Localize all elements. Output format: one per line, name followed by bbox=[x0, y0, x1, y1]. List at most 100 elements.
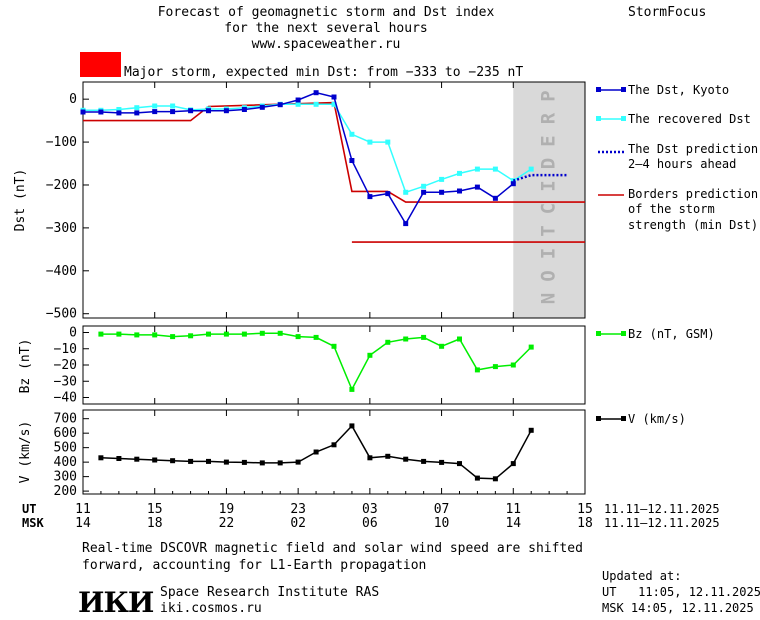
footer-note-1: Real-time DSCOVR magnetic field and sola… bbox=[82, 541, 583, 556]
legend-dst: The Dst, Kyoto The recovered Dst The Dst… bbox=[596, 83, 758, 232]
legend-bz-marker-right bbox=[621, 331, 626, 336]
recovered-dst-point-23 bbox=[492, 166, 498, 172]
bz-ytick-label-2: −20 bbox=[54, 358, 77, 373]
updated-ut: UT 11:05, 12.11.2025 bbox=[602, 585, 760, 599]
v-point-0 bbox=[98, 455, 104, 461]
dst-ytick-label-1: −100 bbox=[46, 135, 77, 150]
title-line-1: Forecast of geomagnetic storm and Dst in… bbox=[158, 5, 495, 20]
bz-point-6 bbox=[206, 331, 211, 337]
bz-point-23 bbox=[510, 362, 516, 368]
dst-ytick-label-3: −300 bbox=[46, 221, 77, 236]
kyoto-dst-point-2 bbox=[116, 110, 122, 116]
prediction-letter-0: P bbox=[538, 90, 560, 101]
v-axis-label: V (km/s) bbox=[18, 421, 33, 484]
prediction-letter-2: E bbox=[538, 135, 560, 146]
dst-ytick-label-0: 0 bbox=[69, 92, 77, 107]
dst-ytick-label-2: −200 bbox=[46, 178, 77, 193]
v-point-7 bbox=[223, 459, 229, 465]
bz-y-axis: 0−10−20−30 −40 bbox=[54, 326, 89, 406]
bz-point-15 bbox=[367, 352, 373, 358]
storm-level-text: Major storm, expected min Dst: from −333… bbox=[124, 65, 523, 80]
v-point-18 bbox=[421, 458, 427, 464]
legend-v-marker-right bbox=[621, 416, 626, 421]
recovered-dst-point-21 bbox=[457, 170, 462, 176]
kyoto-dst-point-10 bbox=[259, 104, 265, 110]
prediction-letter-4: I bbox=[538, 180, 560, 191]
bz-axis-label: Bz (nT) bbox=[18, 339, 33, 394]
kyoto-dst-point-17 bbox=[385, 191, 391, 197]
bz-line bbox=[100, 332, 532, 392]
recovered-dst-point-5 bbox=[170, 103, 176, 109]
kyoto-dst-point-6 bbox=[188, 108, 194, 114]
legend-prediction-text-2: 2–4 hours ahead bbox=[628, 157, 736, 171]
legend-kyoto-marker-left bbox=[596, 87, 601, 92]
bz-series bbox=[98, 330, 534, 392]
bz-point-12 bbox=[313, 334, 319, 340]
bz-point-11 bbox=[295, 334, 301, 340]
kyoto-dst-point-8 bbox=[223, 108, 229, 114]
iki-logo: ИКИ bbox=[78, 586, 154, 619]
legend-bz: Bz (nT, GSM) bbox=[596, 327, 715, 341]
prediction-letter-3: D bbox=[538, 158, 560, 169]
institute-name: Space Research Institute RAS bbox=[160, 585, 379, 600]
legend-v-marker-left bbox=[596, 416, 601, 421]
kyoto-dst-point-1 bbox=[98, 109, 104, 115]
v-point-17 bbox=[403, 456, 409, 462]
recovered-dst-point-15 bbox=[349, 131, 355, 137]
bz-point-21 bbox=[474, 367, 480, 373]
recovered-dst-point-16 bbox=[367, 139, 373, 145]
dst-panel-frame bbox=[82, 81, 586, 319]
dst-axis-label: Dst (nT) bbox=[13, 169, 28, 232]
v-ytick-label-5: 700 bbox=[54, 412, 77, 427]
kyoto-dst-point-0 bbox=[80, 109, 86, 115]
kyoto-dst-point-23 bbox=[492, 195, 498, 201]
legend-v-text: V (km/s) bbox=[628, 412, 686, 426]
v-point-15 bbox=[367, 455, 373, 461]
recovered-dst-point-4 bbox=[152, 103, 158, 109]
bz-point-14 bbox=[349, 386, 355, 392]
legend-recovered-text: The recovered Dst bbox=[628, 112, 751, 126]
recovered-dst-point-18 bbox=[403, 189, 409, 195]
v-point-5 bbox=[188, 458, 194, 464]
v-panel-frame bbox=[82, 409, 586, 495]
kyoto-dst-point-11 bbox=[277, 102, 283, 108]
v-point-1 bbox=[116, 456, 122, 461]
ut-axis-label: UT bbox=[22, 502, 36, 516]
recovered-dst-point-22 bbox=[474, 166, 480, 172]
v-point-14 bbox=[349, 423, 355, 429]
msk-tick-label-2: 22 bbox=[219, 516, 235, 531]
legend-v: V (km/s) bbox=[596, 412, 686, 426]
v-point-16 bbox=[385, 453, 391, 459]
kyoto-dst-point-19 bbox=[421, 189, 427, 195]
recovered-dst-point-2 bbox=[116, 107, 122, 112]
title-line-3: www.spaceweather.ru bbox=[252, 37, 401, 52]
bz-panel: 0−10−20−30 −40 Bz (nT) bbox=[18, 325, 586, 406]
msk-tick-label-0: 14 bbox=[75, 516, 91, 531]
title-line-2: for the next several hours bbox=[224, 21, 428, 36]
prediction-zone bbox=[513, 82, 585, 318]
dst-y-axis: 0 −100 −200 −300 −400 −500 bbox=[46, 92, 89, 322]
borders-line-0 bbox=[83, 101, 585, 203]
bz-point-17 bbox=[403, 336, 409, 342]
v-point-6 bbox=[206, 458, 211, 464]
legend-bz-text: Bz (nT, GSM) bbox=[628, 327, 715, 341]
kyoto-dst-point-9 bbox=[241, 107, 247, 112]
v-point-10 bbox=[277, 460, 283, 466]
v-point-23 bbox=[510, 461, 516, 467]
bz-point-8 bbox=[241, 331, 247, 337]
msk-tick-label-6: 14 bbox=[505, 516, 521, 531]
bz-point-9 bbox=[259, 330, 265, 336]
kyoto-dst-point-3 bbox=[134, 110, 140, 116]
ut-tick-label-1: 15 bbox=[147, 502, 163, 517]
ut-tick-label-0: 11 bbox=[75, 502, 91, 517]
kyoto-dst-point-22 bbox=[474, 184, 480, 190]
kyoto-dst-point-15 bbox=[349, 158, 355, 163]
msk-tick-label-4: 06 bbox=[362, 516, 378, 531]
bz-point-10 bbox=[277, 330, 283, 336]
legend-prediction-text-1: The Dst prediction bbox=[628, 142, 758, 156]
bz-point-3 bbox=[152, 332, 158, 338]
kyoto-dst-point-13 bbox=[313, 90, 319, 96]
prediction-letter-8: O bbox=[538, 270, 560, 281]
kyoto-dst-point-12 bbox=[295, 97, 301, 103]
